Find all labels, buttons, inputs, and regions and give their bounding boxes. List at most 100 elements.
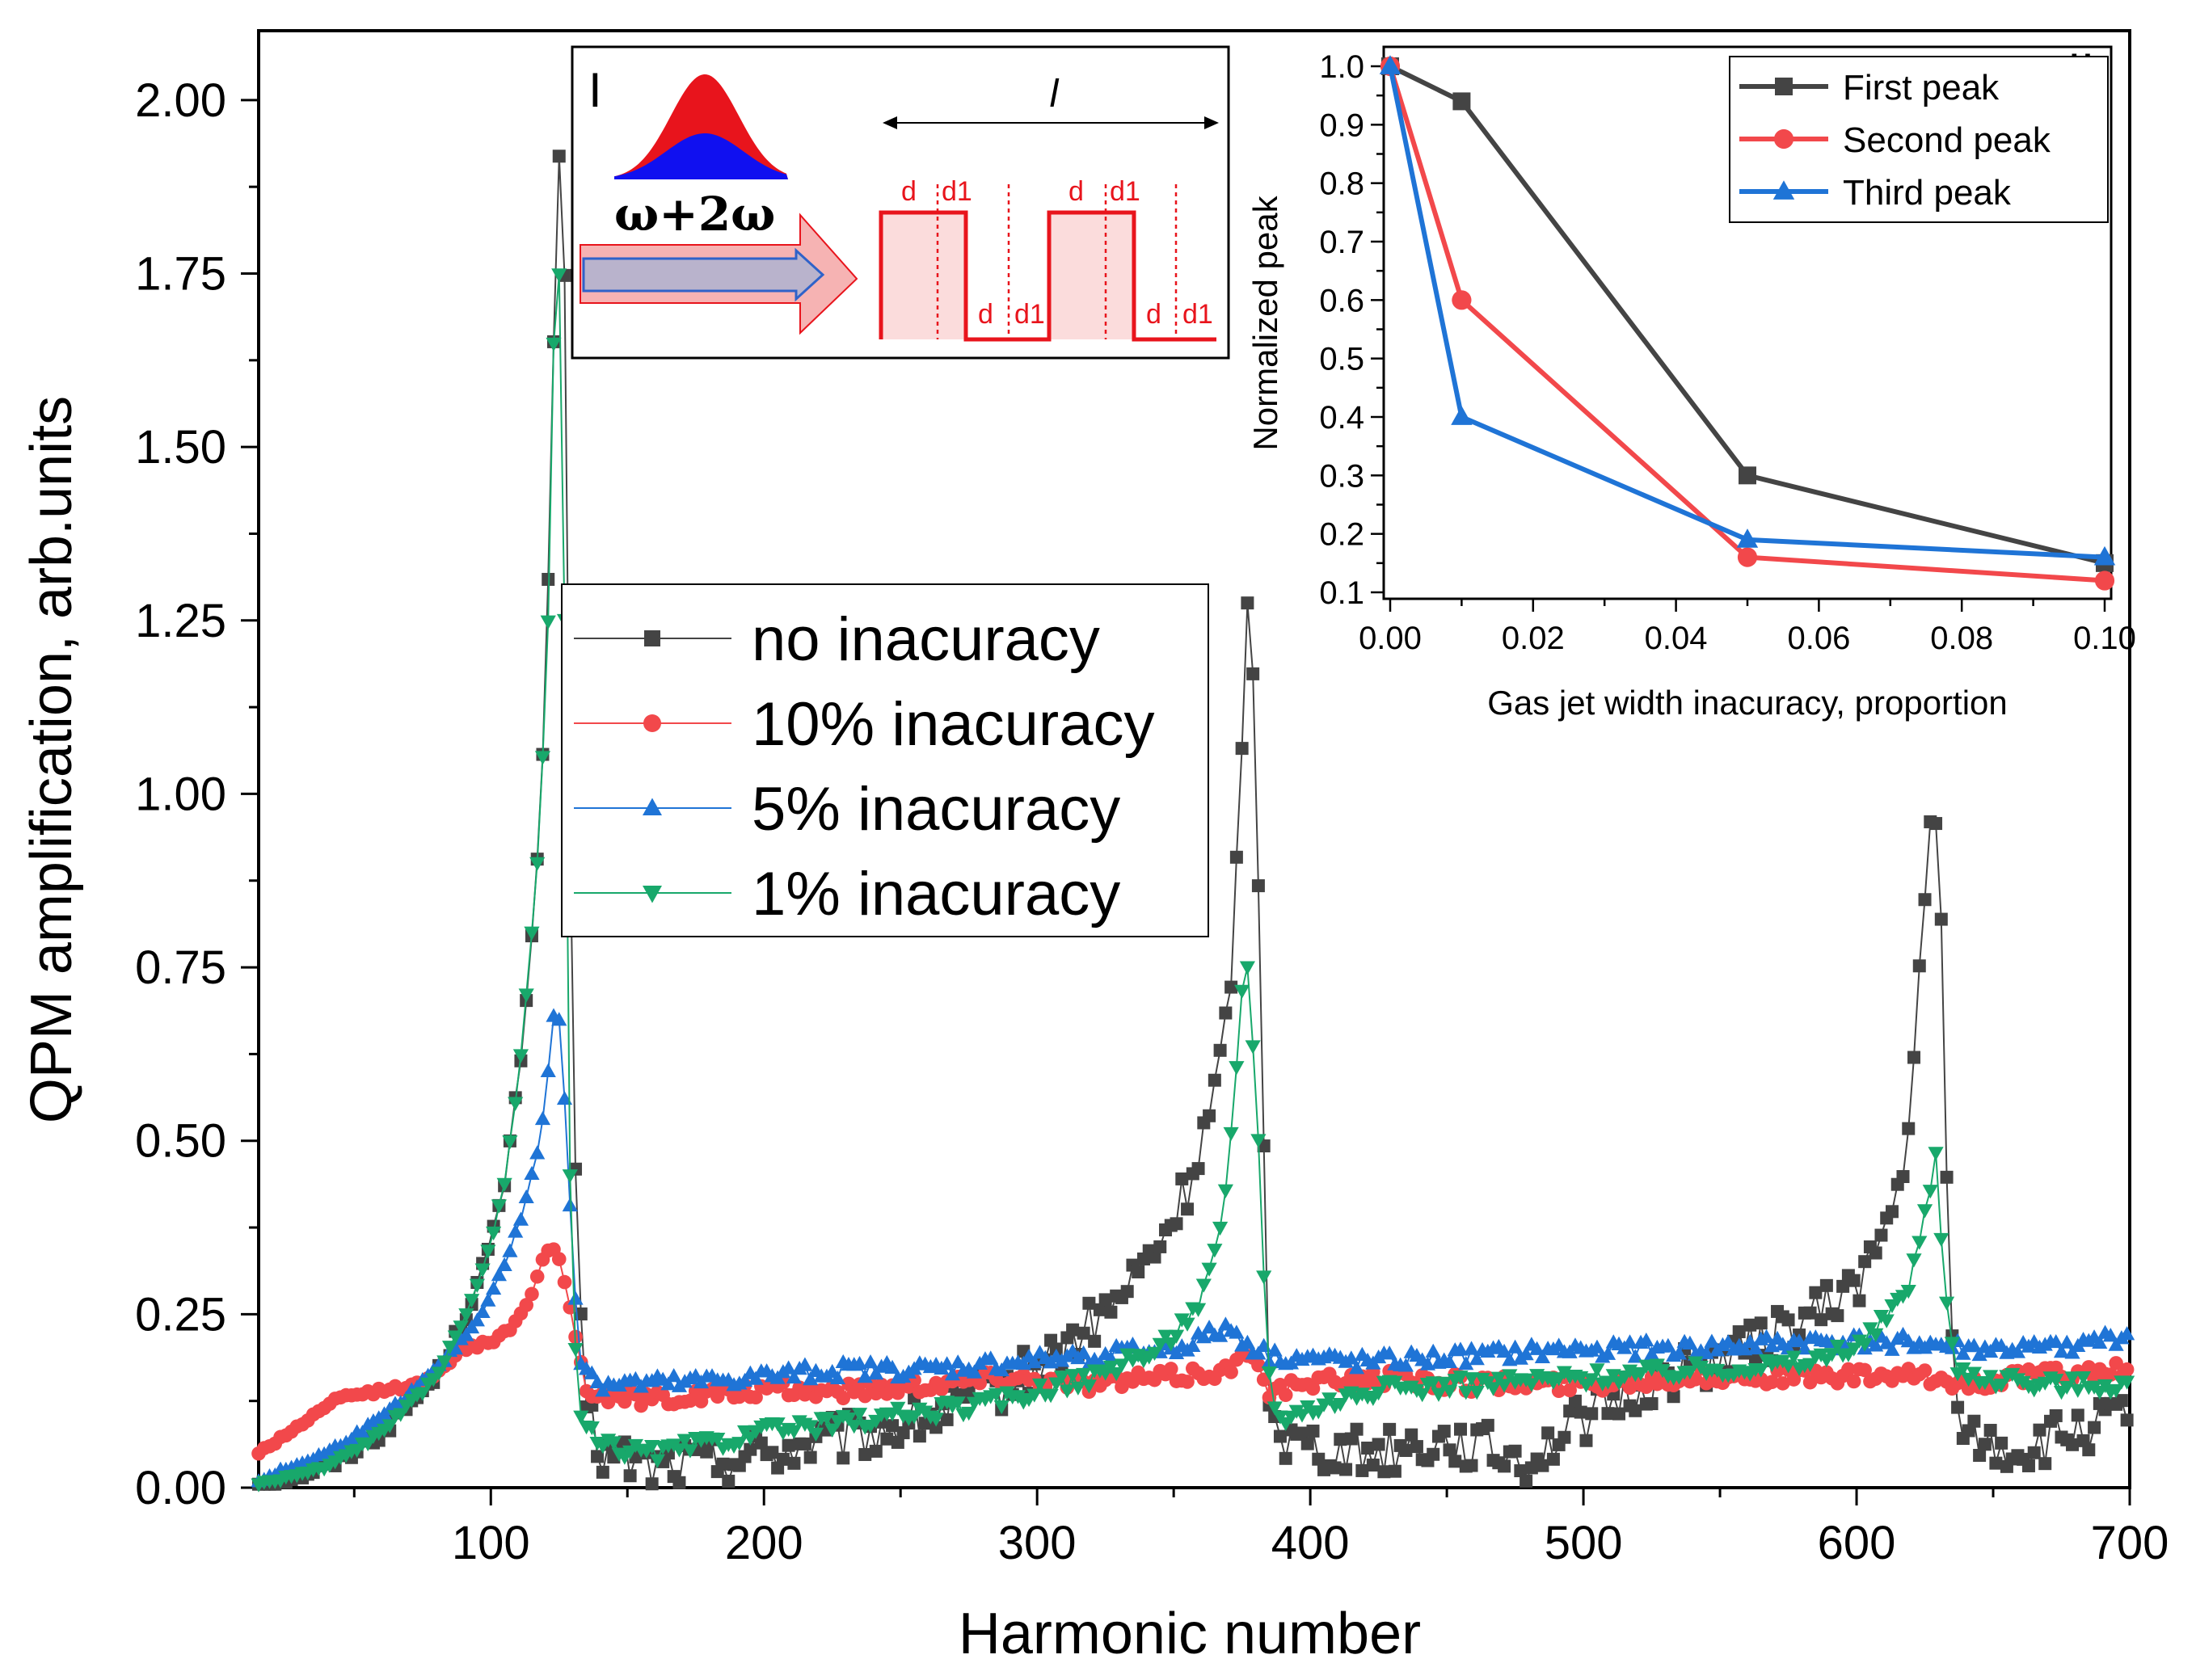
inset-data-point (1452, 92, 1471, 111)
inset-data-point (1452, 290, 1472, 310)
data-point (731, 1437, 748, 1451)
data-point (880, 1432, 894, 1446)
data-point (1321, 1392, 1338, 1407)
data-point (1534, 1349, 1550, 1364)
data-point (891, 1385, 905, 1400)
x-tick-label: 500 (1545, 1517, 1623, 1569)
data-point (1629, 1404, 1642, 1417)
data-point (2038, 1457, 2052, 1471)
data-point (710, 1432, 726, 1447)
data-point (1306, 1424, 1320, 1438)
y-tick-label: 0.25 (135, 1288, 226, 1341)
inset-series-line (1388, 65, 2105, 583)
data-point (2048, 1333, 2064, 1349)
data-point (1224, 1365, 1238, 1379)
data-point (993, 1400, 1009, 1415)
data-point (552, 149, 566, 163)
data-point (1381, 1345, 1397, 1360)
data-point (1195, 1278, 1212, 1293)
data-point (1463, 1341, 1480, 1355)
data-point (1235, 742, 1249, 756)
inset-y-tick-label: 0.6 (1319, 283, 1364, 318)
data-point (491, 1199, 508, 1214)
segment-label-d1: d1 (1110, 176, 1140, 207)
data-point (1153, 1240, 1167, 1253)
inset-ticks: 0.1 0.2 0.3 0.4 0.5 0.6 0.7 0.8 0.9 1.0 0.00 0.02 0.… (1319, 49, 2136, 656)
data-point (988, 1387, 1005, 1402)
data-point (906, 1410, 922, 1425)
data-point (415, 1387, 431, 1401)
data-point (837, 1451, 850, 1465)
data-point (1601, 1407, 1615, 1421)
data-point (1437, 1425, 1451, 1438)
data-point (524, 1165, 540, 1181)
data-point (1366, 1458, 1380, 1472)
inset-legend-marker (1772, 180, 1795, 200)
data-point (1995, 1436, 2008, 1450)
data-point (634, 1398, 648, 1413)
data-point (671, 1443, 688, 1458)
data-point (1241, 596, 1254, 610)
x-tick-label: 100 (452, 1517, 530, 1569)
data-point (1414, 1387, 1431, 1403)
data-point (1339, 1463, 1353, 1476)
data-point (474, 1303, 491, 1319)
blue-pulse-icon (614, 133, 788, 179)
data-point (1208, 1073, 1221, 1087)
data-point (1583, 1373, 1600, 1387)
data-point (1383, 1422, 1397, 1436)
data-point (787, 1456, 801, 1470)
period-arrow-right-head-icon (1204, 116, 1219, 129)
data-point (1912, 959, 1926, 973)
inset-y-tick-label: 0.2 (1319, 517, 1364, 553)
data-point (1857, 1362, 1872, 1378)
data-point (807, 1427, 824, 1442)
data-point (1104, 1305, 1118, 1319)
data-point (617, 1394, 632, 1409)
data-point (803, 1451, 817, 1464)
data-point (1469, 1385, 1485, 1400)
data-point (950, 1354, 966, 1369)
data-point (1343, 1350, 1359, 1365)
data-point (623, 1469, 637, 1483)
data-point (1195, 1328, 1212, 1344)
data-point (1955, 1345, 1971, 1360)
data-point (841, 1412, 857, 1427)
data-point (1163, 1362, 1178, 1376)
data-point (1250, 1345, 1267, 1360)
data-point (1585, 1407, 1599, 1421)
data-point (1348, 1360, 1365, 1375)
data-point (596, 1465, 609, 1479)
data-point (940, 1413, 954, 1426)
inset-y-tick-label: 0.9 (1319, 107, 1364, 143)
data-point (1452, 1341, 1469, 1356)
data-point (502, 1243, 518, 1257)
data-point (722, 1474, 736, 1488)
data-point (1229, 1324, 1245, 1339)
data-point (1557, 1430, 1571, 1444)
data-point (672, 1476, 686, 1489)
data-point (1059, 1384, 1075, 1399)
data-point (1922, 1185, 1938, 1199)
data-point (1621, 1334, 1638, 1349)
data-point (886, 1419, 900, 1433)
data-point (1146, 1346, 1163, 1362)
data-point (1704, 1333, 1720, 1348)
data-point (540, 1063, 556, 1077)
data-point (1940, 1170, 1954, 1184)
data-point (584, 1421, 600, 1436)
data-point (584, 1365, 600, 1379)
data-point (2109, 1356, 2123, 1371)
data-point (1267, 1342, 1283, 1357)
data-point (1312, 1452, 1326, 1466)
data-point (966, 1364, 983, 1379)
data-point (1410, 1440, 1423, 1454)
data-point (1026, 1354, 1043, 1369)
inset-data-point (1739, 466, 1756, 485)
data-point (1157, 1329, 1174, 1344)
data-point (1170, 1217, 1183, 1231)
beam-label: ω+2ω (614, 187, 775, 242)
data-point (869, 1444, 883, 1458)
data-point (1660, 1337, 1676, 1352)
data-point (1452, 1371, 1469, 1385)
